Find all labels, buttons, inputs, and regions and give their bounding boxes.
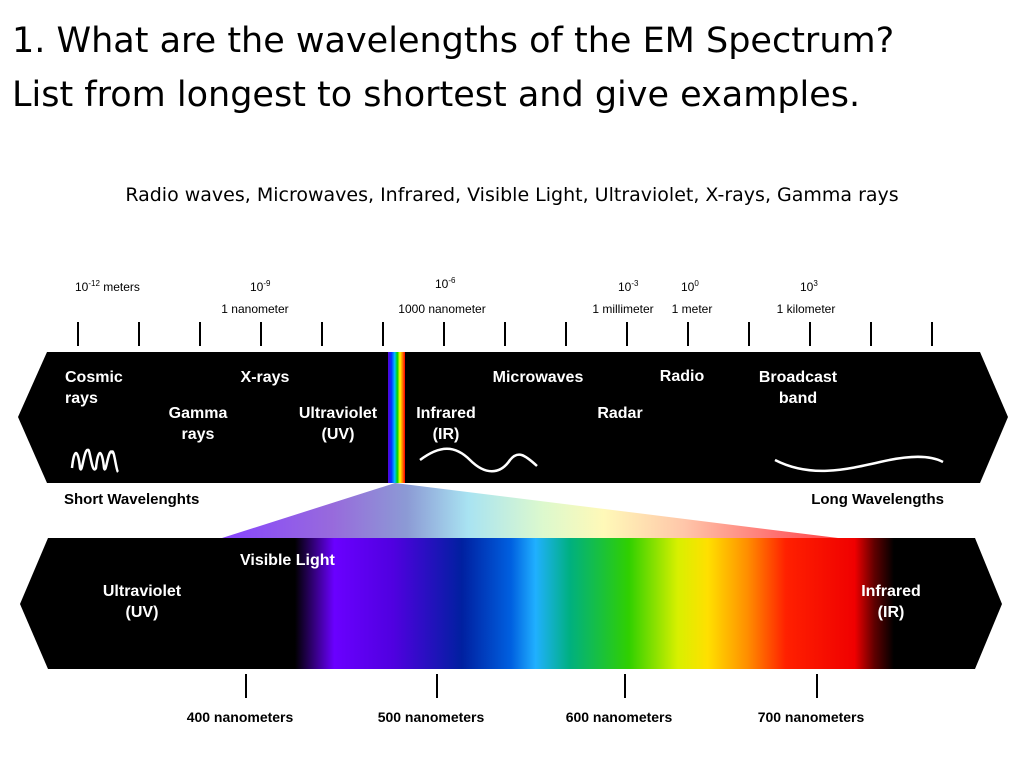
visible-band-infrared: Infrared (861, 583, 921, 600)
wavelength-scale-ticks (77, 322, 933, 346)
short-wave-icon (70, 448, 120, 473)
visible-rainbow-stripe (388, 352, 405, 483)
band-label-cosmic: Cosmic (65, 369, 123, 386)
scale-label-1e3: 103 (800, 279, 818, 294)
scale-name-1000-nanometer: 1000 nanometer (398, 302, 485, 316)
nanometer-label-3: 700 nanometers (758, 709, 865, 725)
long-wavelengths-label: Long Wavelengths (811, 491, 944, 508)
scale-name-1-nanometer: 1 nanometer (221, 302, 288, 316)
band-label-infrared: Infrared (416, 405, 476, 422)
nanometer-label-0: 400 nanometers (187, 709, 294, 725)
scale-label-1e-12: 10-12 meters (75, 279, 140, 294)
infrared-wave-icon (419, 447, 538, 473)
band-label-broadcast: Broadcast (759, 369, 838, 386)
visible-band-ultraviolet: Ultraviolet (103, 583, 182, 600)
visible-band-arrow (20, 538, 1002, 669)
band-label-microwaves: Microwaves (493, 369, 584, 386)
question-title: 1. What are the wavelengths of the EM Sp… (12, 14, 1012, 122)
scale-name-1-kilometer: 1 kilometer (777, 302, 836, 316)
scale-label-1e-9: 10-9 (250, 279, 271, 294)
nanometer-label-2: 600 nanometers (566, 709, 673, 725)
scale-label-1e0: 100 (681, 279, 699, 294)
band-label-radio: Radio (660, 368, 705, 385)
question-line-1: 1. What are the wavelengths of the EM Sp… (12, 21, 895, 61)
long-wave-icon (774, 455, 944, 473)
band-label-ultraviolet: Ultraviolet (299, 405, 378, 422)
band-label-gamma: Gamma (169, 405, 228, 422)
scale-name-1-meter: 1 meter (672, 302, 713, 316)
band-label-ir: (IR) (433, 426, 460, 443)
visible-band-ir: (IR) (878, 604, 905, 621)
scale-label-1e-3: 10-3 (618, 279, 639, 294)
band-label-uv: (UV) (322, 426, 355, 443)
scale-label-1e-6: 10-6 (435, 276, 456, 291)
band-label-gamma-rays: rays (182, 426, 215, 443)
scale-name-1-millimeter: 1 millimeter (592, 302, 653, 316)
band-label-cosmic-rays: rays (65, 390, 98, 407)
question-line-2: List from longest to shortest and give e… (12, 75, 861, 115)
band-label-band: band (779, 390, 817, 407)
nanometer-label-1: 500 nanometers (378, 709, 485, 725)
short-wavelengths-label: Short Wavelenghts (64, 491, 199, 508)
visible-band-uv: (UV) (126, 604, 159, 621)
em-band-arrow (18, 352, 1008, 483)
visible-light-fan (222, 483, 838, 538)
answer-text: Radio waves, Microwaves, Infrared, Visib… (125, 184, 899, 206)
band-label-xrays: X-rays (241, 369, 290, 386)
visible-light-label: Visible Light (240, 552, 336, 569)
nanometer-scale: 400 nanometers 500 nanometers 600 nanomete… (187, 674, 865, 725)
band-label-radar: Radar (597, 405, 642, 422)
